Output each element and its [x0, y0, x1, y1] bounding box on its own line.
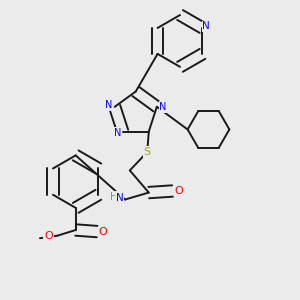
Text: O: O — [44, 231, 53, 241]
Text: S: S — [144, 147, 151, 157]
Text: N: N — [114, 128, 122, 138]
Text: N: N — [202, 21, 210, 32]
Text: H: H — [110, 192, 117, 202]
Text: N: N — [160, 102, 167, 112]
Text: N: N — [116, 193, 124, 202]
Text: O: O — [98, 226, 107, 237]
Text: N: N — [105, 100, 112, 110]
Text: O: O — [174, 186, 183, 196]
